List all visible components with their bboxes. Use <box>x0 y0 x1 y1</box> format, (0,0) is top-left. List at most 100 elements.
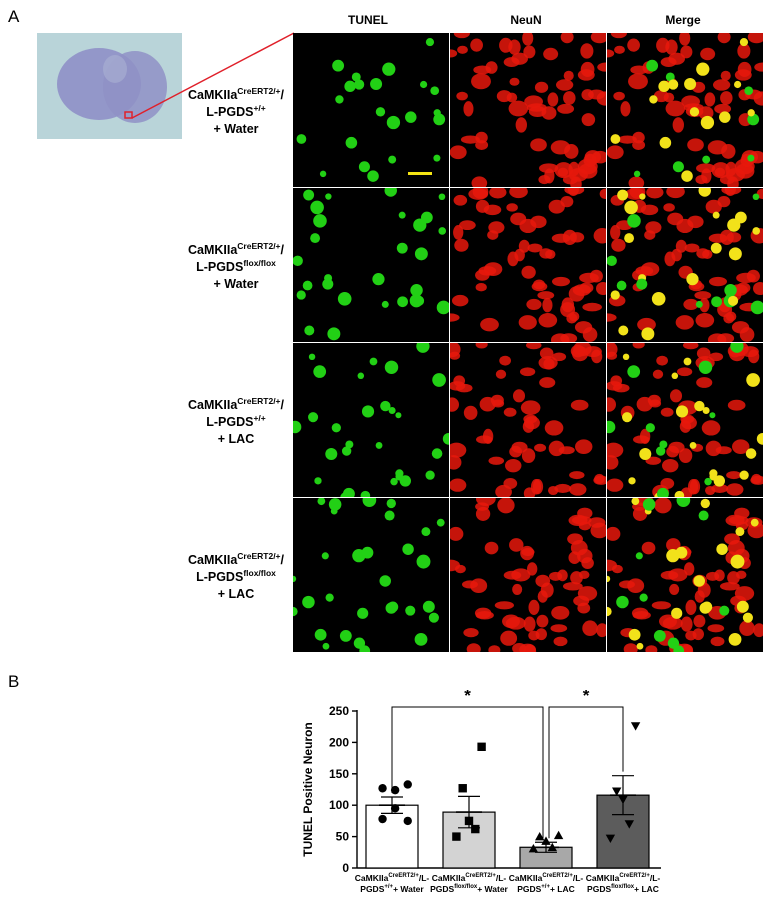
data-point <box>624 820 634 829</box>
row-label-slash: / <box>280 88 285 102</box>
data-point <box>403 816 412 826</box>
data-point <box>535 832 545 841</box>
row-label-2: CaMKIIaCreERT2/+/ L-PGDSflox/flox + Water <box>176 242 296 293</box>
panel-b-letter: B <box>8 672 20 691</box>
row-label-gene: L-PGDS <box>196 570 244 584</box>
data-point <box>477 742 486 751</box>
row-label-base: CaMKIIa <box>187 398 238 412</box>
row-label-base: CaMKIIa <box>187 553 238 567</box>
x-category-label-base: CaMKIIa <box>508 873 543 883</box>
micrograph-merge-row-4 <box>607 498 763 652</box>
micrograph-merge-row-2 <box>607 188 763 342</box>
row-label-sup2: flox/flox <box>243 258 276 268</box>
data-point <box>464 816 474 826</box>
row-label-slash: / <box>280 243 285 257</box>
x-category-label-2: CaMKIIaCreERT2/+/L-PGDSflox/flox+ Water <box>419 873 519 894</box>
x-category-label-treatment: + Water <box>393 883 424 894</box>
micrograph-grid <box>293 33 765 657</box>
row-label-1: CaMKIIaCreERT2/+/ L-PGDS+/+ + Water <box>176 87 296 138</box>
micrograph-neun-row-2 <box>450 188 606 342</box>
x-category-label-base: CaMKIIa <box>585 873 620 883</box>
x-category-label-sup2: flox/flox <box>611 883 635 890</box>
data-point <box>390 804 400 813</box>
row-label-base: CaMKIIa <box>187 88 238 102</box>
significance-bracket-1 <box>391 706 544 839</box>
y-tick-label: 250 <box>329 704 349 718</box>
x-category-label-base: CaMKIIa <box>354 873 389 883</box>
row-label-treatment: + LAC <box>217 432 255 446</box>
row-label-4: CaMKIIaCreERT2/+/ L-PGDSflox/flox + LAC <box>176 552 296 603</box>
x-category-label-sup1: CreERT2/+ <box>542 873 573 879</box>
x-category-label-sup2: +/+ <box>541 883 550 890</box>
x-category-label-slash: / <box>495 873 499 883</box>
row-label-3: CaMKIIaCreERT2/+/ L-PGDS+/+ + LAC <box>176 397 296 448</box>
data-point <box>378 814 387 824</box>
row-label-sup2: flox/flox <box>243 568 276 578</box>
significance-bracket-2 <box>548 706 624 839</box>
x-category-label-3: CaMKIIaCreERT2/+/L-PGDS+/++ LAC <box>496 873 596 894</box>
y-tick-label: 150 <box>329 767 349 781</box>
data-point <box>612 787 622 796</box>
row-label-sup2: +/+ <box>253 413 266 423</box>
x-category-label-base: CaMKIIa <box>431 873 466 883</box>
x-category-label-slash: / <box>572 873 576 883</box>
row-label-base: CaMKIIa <box>187 243 238 257</box>
x-category-label-treatment: + LAC <box>549 883 575 894</box>
x-category-label-sup1: CreERT2/+ <box>388 873 419 879</box>
row-label-sup1: CreERT2/+ <box>237 396 281 406</box>
row-label-gene: L-PGDS <box>206 105 254 119</box>
row-label-sup1: CreERT2/+ <box>237 551 281 561</box>
x-category-label-gene: L-PGDS <box>430 873 507 894</box>
data-point <box>630 722 641 731</box>
row-label-slash: / <box>280 553 285 567</box>
data-point <box>547 842 557 852</box>
data-point <box>390 785 400 795</box>
data-point <box>471 824 480 834</box>
data-point <box>605 834 616 844</box>
panel-a-letter: A <box>8 7 20 26</box>
data-point <box>528 843 539 853</box>
micrograph-tunel-row-2 <box>293 188 449 342</box>
y-tick-label: 50 <box>336 830 350 844</box>
y-tick-label: 200 <box>329 735 349 749</box>
significance-star: * <box>583 690 590 705</box>
x-category-label-treatment: + LAC <box>634 883 659 894</box>
row-label-treatment: + Water <box>213 122 259 136</box>
row-label-gene: L-PGDS <box>196 260 244 274</box>
row-label-treatment: + Water <box>213 277 259 291</box>
micrograph-neun-row-1 <box>450 33 606 187</box>
y-tick-label: 100 <box>329 798 349 812</box>
col-header-tunel: TUNEL <box>348 13 388 27</box>
x-category-label-1: CaMKIIaCreERT2/+/L-PGDS+/++ Water <box>342 873 442 894</box>
x-category-label-4: CaMKIIaCreERT2/+/L-PGDSflox/flox+ LAC <box>573 873 673 894</box>
x-category-label-gene: L-PGDS <box>587 873 661 894</box>
bar-1 <box>365 804 419 869</box>
brain-section-thumbnail <box>37 33 182 139</box>
micrograph-tunel-row-4 <box>293 498 449 652</box>
x-category-label-sup2: flox/flox <box>454 883 478 890</box>
significance-star: * <box>464 690 471 705</box>
data-point <box>618 795 628 805</box>
data-point <box>403 780 412 789</box>
row-label-sup2: +/+ <box>253 103 266 113</box>
row-label-treatment: + LAC <box>217 587 255 601</box>
x-category-label-sup2: +/+ <box>384 883 394 890</box>
row-label-gene: L-PGDS <box>206 415 254 429</box>
tunel-bar-chart: 0 50 100 150 200 250 TUNEL Positive Neuron * * <box>301 690 661 875</box>
micrograph-neun-row-3 <box>450 343 606 497</box>
x-category-label-slash: / <box>649 873 653 883</box>
micrograph-tunel-row-1 <box>293 33 449 187</box>
data-point <box>541 836 551 845</box>
data-point <box>452 832 461 841</box>
micrograph-tunel-row-3 <box>293 343 449 497</box>
data-point <box>378 784 387 793</box>
x-category-label-sup1: CreERT2/+ <box>619 873 650 879</box>
x-category-label-slash: / <box>418 873 422 883</box>
x-category-label-sup1: CreERT2/+ <box>465 873 496 879</box>
data-point <box>458 784 467 793</box>
x-category-label-treatment: + Water <box>477 883 508 894</box>
row-label-slash: / <box>280 398 285 412</box>
x-category-label-gene: L-PGDS <box>360 873 430 894</box>
micrograph-merge-row-3 <box>607 343 763 497</box>
col-header-neun: NeuN <box>510 13 542 27</box>
